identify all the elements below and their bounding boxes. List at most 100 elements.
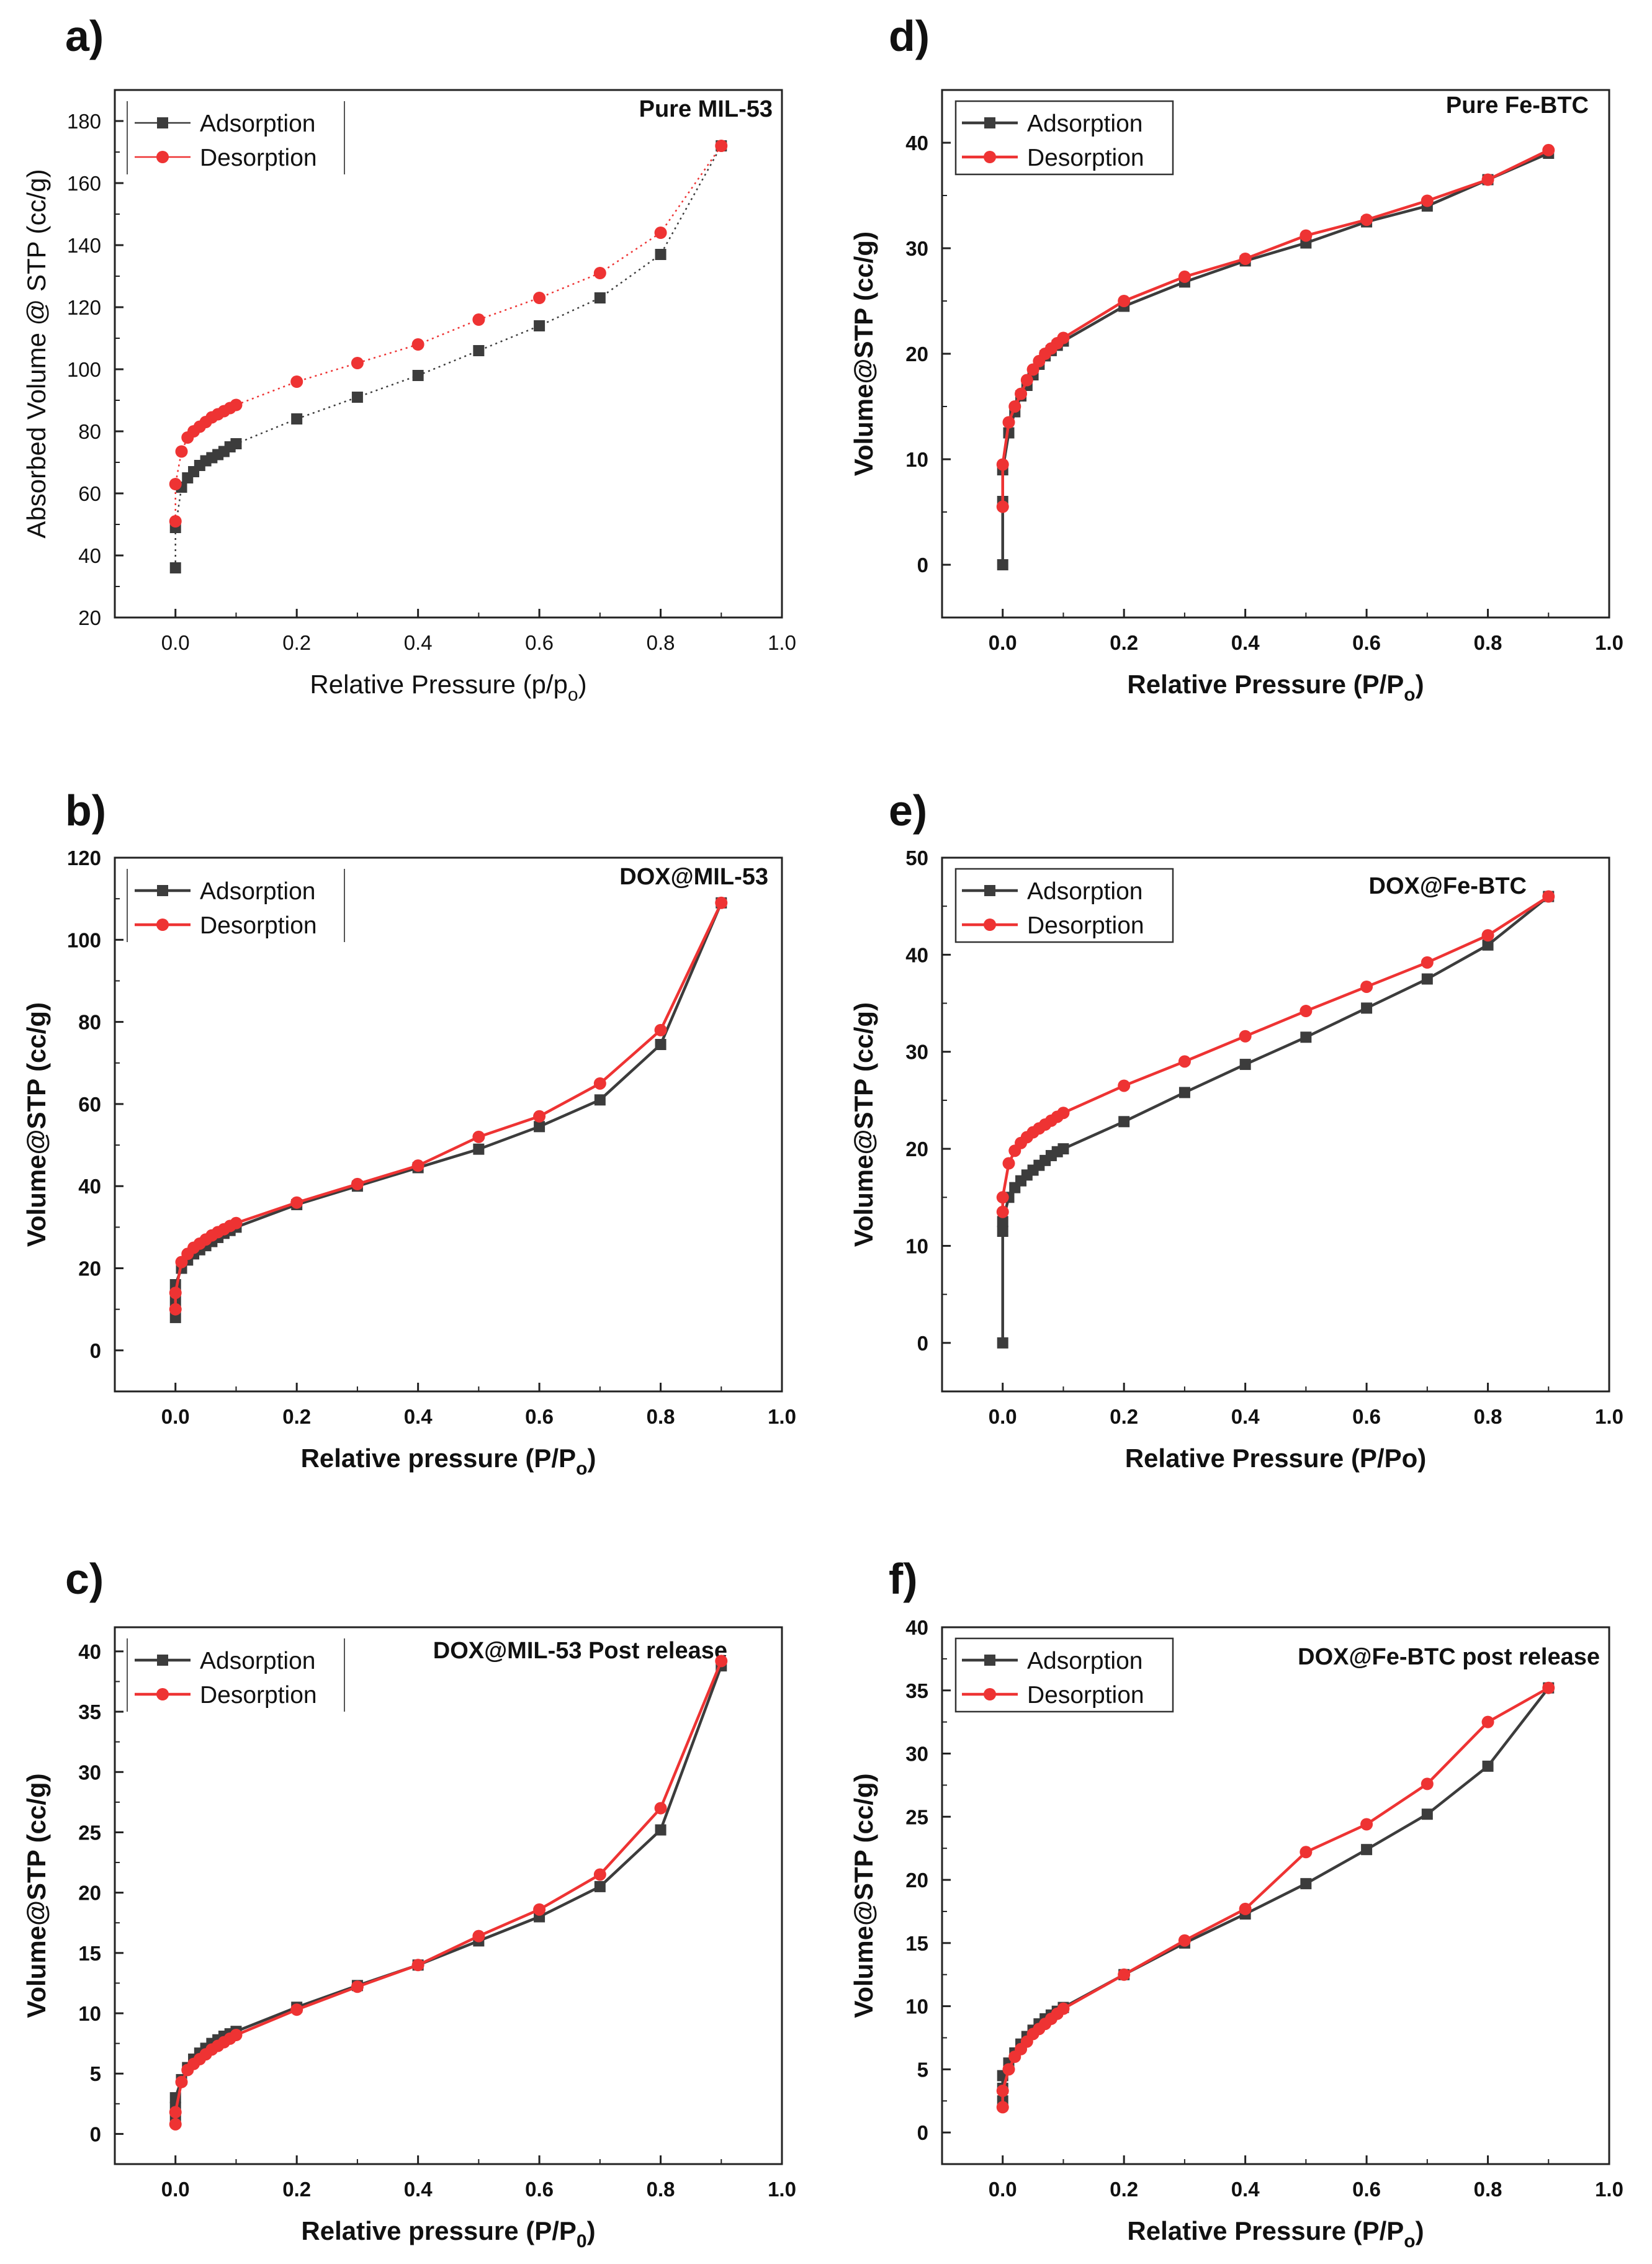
legend-marker-square (984, 117, 995, 128)
plot-frame (941, 856, 1610, 1393)
data-point-circle (181, 431, 194, 444)
chart-title: DOX@MIL-53 Post release (433, 1638, 727, 1664)
data-point-circle (169, 1303, 182, 1316)
y-tick-label: 0 (90, 1339, 101, 1362)
data-point-circle (175, 445, 188, 458)
data-point-square (594, 1094, 606, 1106)
y-tick-label: 10 (905, 1234, 928, 1257)
panel-letter: a) (65, 12, 104, 60)
series-desorption (996, 890, 1555, 1218)
x-tick-label: 0.4 (1231, 2178, 1260, 2201)
data-point-circle (533, 1903, 546, 1916)
chart-panel-3: c) 0.0 0.2 0.4 0.6 0.8 1.0 0 5 10 15 20 25 30 35 40 Rela… (22, 1555, 796, 2252)
chart-title: Pure MIL-53 (639, 96, 773, 122)
plot-frame (941, 1626, 1610, 2165)
x-axis-title-subscript: o (568, 685, 578, 705)
x-tick-label: 0.8 (1474, 631, 1502, 654)
y-tick-label: 10 (905, 1995, 928, 2018)
data-point-square (473, 1143, 485, 1155)
data-point-circle (996, 2084, 1009, 2097)
panel-letter: c) (65, 1555, 104, 1603)
data-point-circle (1008, 1144, 1021, 1157)
data-point-circle (169, 2118, 182, 2131)
y-tick-label: 160 (67, 172, 101, 195)
data-point-square (997, 1226, 1008, 1237)
x-tick-label: 0.2 (1110, 1405, 1138, 1428)
data-point-circle (1360, 980, 1373, 993)
y-axis-title: Volume@STP (cc/g) (849, 231, 878, 476)
data-point-circle (1118, 295, 1131, 307)
data-point-circle (1421, 1777, 1434, 1790)
panel-letter: e) (889, 786, 927, 835)
data-point-circle (1300, 1005, 1313, 1018)
legend-label: Desorption (1027, 912, 1144, 939)
x-axis-title-subscript: o (576, 1458, 587, 1479)
y-tick-label: 0 (917, 1332, 928, 1355)
legend: Adsorption Desorption (127, 869, 345, 942)
y-tick-label: 10 (78, 2002, 101, 2025)
y-tick-label: 30 (905, 237, 928, 260)
y-tick-label: 140 (67, 234, 101, 257)
y-tick-label: 40 (905, 1616, 928, 1639)
x-tick-label: 0.0 (161, 631, 190, 654)
series-line (174, 1660, 723, 2124)
data-point-circle (1542, 1681, 1555, 1694)
x-axis-title-main: Relative Pressure (P/P (1127, 670, 1404, 699)
x-tick-label: 0.0 (989, 1405, 1017, 1428)
data-point-circle (1360, 213, 1373, 227)
data-point-circle (1008, 400, 1021, 413)
series-line (174, 902, 723, 1318)
data-point-square (412, 370, 424, 381)
y-tick-label: 35 (78, 1700, 101, 1723)
data-point-circle (533, 292, 546, 304)
series-adsorption (169, 897, 727, 1323)
y-tick-label: 0 (90, 2122, 101, 2145)
series-line (174, 1665, 723, 2120)
legend: Adsorption Desorption (127, 101, 345, 174)
data-point-circle (533, 1110, 546, 1123)
x-tick-label: 0.8 (647, 2178, 675, 2201)
data-point-circle (411, 338, 424, 351)
data-point-square (997, 1337, 1008, 1349)
chart-panel-1: a) 0.0 0.2 0.4 0.6 0.8 1.0 20 40 60 80 100 120 140 160… (22, 12, 796, 705)
data-point-circle (1178, 1055, 1191, 1068)
data-point-circle (1118, 1079, 1131, 1092)
y-tick-label: 40 (905, 132, 928, 155)
y-tick-label: 60 (78, 482, 101, 505)
x-tick-label: 1.0 (1595, 2178, 1623, 2201)
x-tick-label: 0.8 (647, 1405, 675, 1428)
data-point-circle (1008, 2051, 1021, 2063)
data-point-circle (996, 1205, 1009, 1218)
data-point-circle (715, 896, 728, 909)
y-tick-label: 40 (78, 1175, 101, 1198)
data-point-square (534, 320, 545, 331)
data-point-circle (1178, 1934, 1191, 1947)
x-tick-label: 0.2 (1110, 2178, 1138, 2201)
data-point-square (655, 249, 667, 260)
data-point-circle (1542, 143, 1555, 156)
x-tick-label: 0.6 (525, 1405, 554, 1428)
legend-label: Adsorption (1027, 1648, 1142, 1674)
data-point-square (1421, 1808, 1433, 1820)
data-point-circle (1026, 363, 1039, 376)
data-point-circle (1300, 1846, 1313, 1859)
data-point-circle (593, 1868, 606, 1881)
data-point-circle (351, 1177, 364, 1190)
x-axis-title: Relative pressure (P/P0) (301, 2216, 595, 2252)
y-axis-title: Volume@STP (cc/g) (22, 1773, 51, 2018)
y-tick-label: 15 (78, 1942, 101, 1965)
legend-marker-circle (984, 151, 996, 163)
data-point-circle (169, 2106, 182, 2119)
data-point-circle (169, 1287, 182, 1300)
y-tick-label: 40 (78, 1640, 101, 1663)
legend-label: Desorption (200, 1682, 317, 1709)
data-point-square (1482, 1760, 1494, 1772)
x-tick-label: 1.0 (768, 2178, 796, 2201)
plot-frame (114, 1626, 783, 2165)
data-point-circle (290, 375, 303, 388)
data-point-circle (472, 1130, 485, 1143)
data-point-square (1300, 1878, 1312, 1890)
data-point-circle (1178, 270, 1191, 283)
data-point-circle (1481, 1715, 1494, 1728)
